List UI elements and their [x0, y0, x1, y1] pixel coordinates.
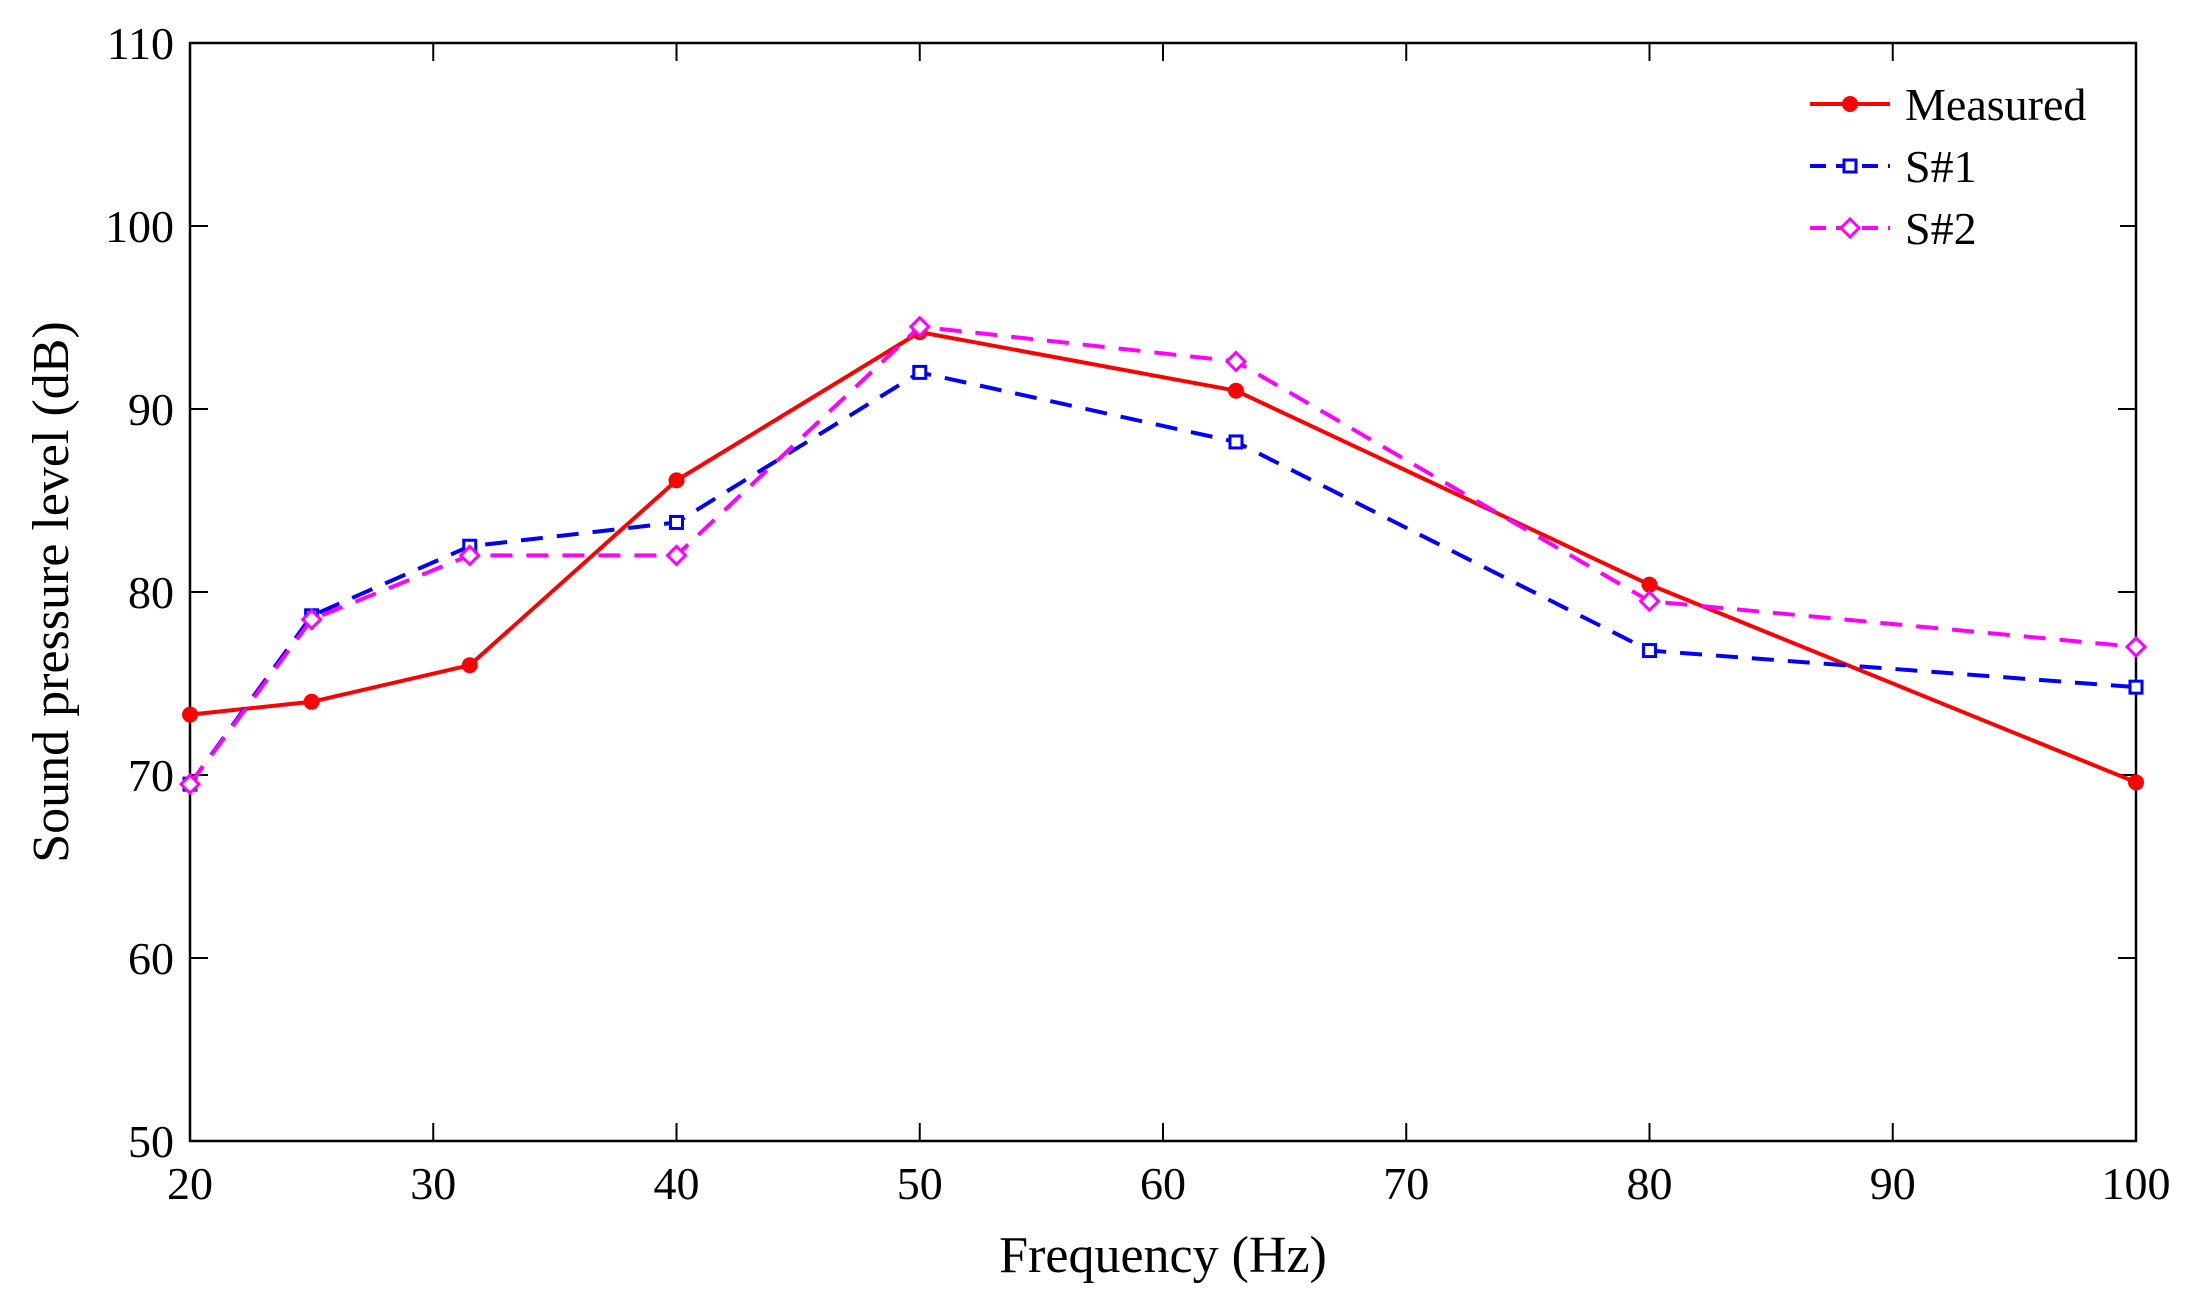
- data-point-s1: [1642, 643, 1657, 659]
- data-point-measured: [668, 472, 685, 489]
- x-tick-label: 20: [167, 1158, 213, 1209]
- legend-marker-s2: [1838, 216, 1862, 240]
- data-point-s2: [300, 608, 323, 631]
- legend-marker-measured: [1842, 96, 1858, 112]
- y-tick-label: 50: [128, 1116, 174, 1167]
- x-tick-label: 50: [897, 1158, 943, 1209]
- data-point-s2: [2124, 635, 2148, 659]
- data-point-s2: [665, 544, 688, 567]
- y-tick-label: 80: [128, 567, 174, 618]
- x-tick-label: 100: [2102, 1158, 2171, 1209]
- x-tick-label: 90: [1870, 1158, 1916, 1209]
- legend-marker-s1: [1842, 158, 1858, 174]
- x-axis-title: Frequency (Hz): [999, 1227, 1327, 1284]
- series-s2: [178, 315, 2148, 796]
- data-point-measured: [182, 706, 198, 723]
- x-tick-label: 30: [410, 1158, 456, 1209]
- x-tick-label: 60: [1140, 1158, 1186, 1209]
- data-point-measured: [1227, 382, 1244, 399]
- data-point-s1: [1228, 434, 1244, 450]
- data-point-measured: [303, 693, 320, 710]
- data-point-measured: [1641, 576, 1658, 593]
- data-point-measured: [2128, 774, 2144, 791]
- series-line-measured: [189, 330, 2137, 785]
- data-point-s2: [178, 773, 202, 796]
- x-tick-label: 70: [1383, 1158, 1429, 1209]
- data-point-s1: [912, 364, 928, 380]
- data-point-s1: [669, 514, 684, 530]
- data-point-s2: [458, 544, 481, 567]
- y-tick-label: 90: [128, 384, 174, 435]
- y-tick-label: 110: [107, 18, 174, 69]
- x-tick-label: 40: [654, 1158, 700, 1209]
- y-tick-label: 100: [105, 201, 174, 252]
- series-group: [178, 315, 2148, 796]
- legend-label-s2: S#2: [1905, 203, 1977, 254]
- series-line-s2: [188, 324, 2137, 786]
- legend-label-measured: Measured: [1905, 79, 2086, 130]
- data-point-s2: [1638, 590, 1661, 613]
- series-measured: [182, 324, 2144, 791]
- data-point-measured: [461, 657, 478, 674]
- data-point-s2: [1224, 350, 1248, 373]
- x-tick-label: 80: [1627, 1158, 1673, 1209]
- data-point-s1: [2128, 679, 2144, 695]
- legend: Measured S#1 S#2: [1790, 64, 2120, 264]
- data-point-s2: [908, 315, 931, 338]
- legend-label-s1: S#1: [1905, 141, 1977, 192]
- y-axis-title: Sound pressure level (dB): [23, 321, 80, 863]
- series-line-s1: [188, 370, 2137, 786]
- y-tick-label: 60: [128, 933, 174, 984]
- y-tick-label: 70: [128, 750, 174, 801]
- axis-ticks: 20 30 40 50 60 70 80 90 100 50 60 70 80 90 100 110: [105, 18, 2171, 1209]
